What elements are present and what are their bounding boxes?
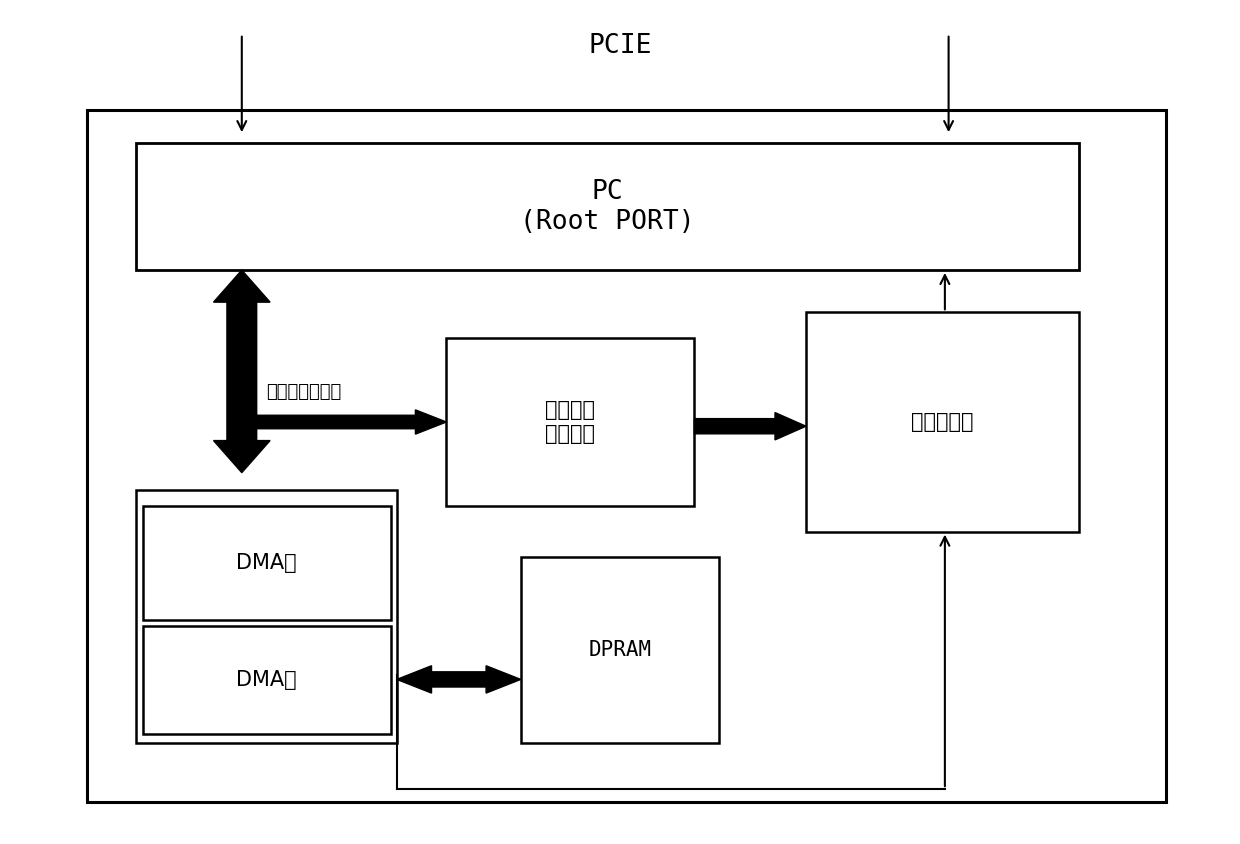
Bar: [806, 312, 1079, 532]
Text: DPRAM: DPRAM: [589, 640, 651, 660]
Text: 地址和数据总线: 地址和数据总线: [267, 383, 341, 402]
Text: DMA写: DMA写: [237, 670, 296, 690]
Bar: [521, 557, 719, 743]
Text: PC
(Root PORT): PC (Root PORT): [521, 179, 694, 235]
Polygon shape: [397, 666, 521, 693]
Bar: [87, 110, 1166, 802]
Text: 中断控制器: 中断控制器: [911, 412, 973, 432]
Polygon shape: [242, 410, 446, 434]
Bar: [143, 626, 391, 734]
Polygon shape: [213, 270, 270, 473]
Text: PCIE: PCIE: [588, 34, 652, 59]
Text: 控制和状
态寄存器: 控制和状 态寄存器: [546, 400, 595, 444]
Bar: [446, 338, 694, 506]
Bar: [136, 143, 1079, 270]
Polygon shape: [694, 413, 806, 440]
Bar: [143, 506, 391, 620]
Bar: [136, 490, 397, 743]
Text: DMA读: DMA读: [237, 554, 296, 573]
